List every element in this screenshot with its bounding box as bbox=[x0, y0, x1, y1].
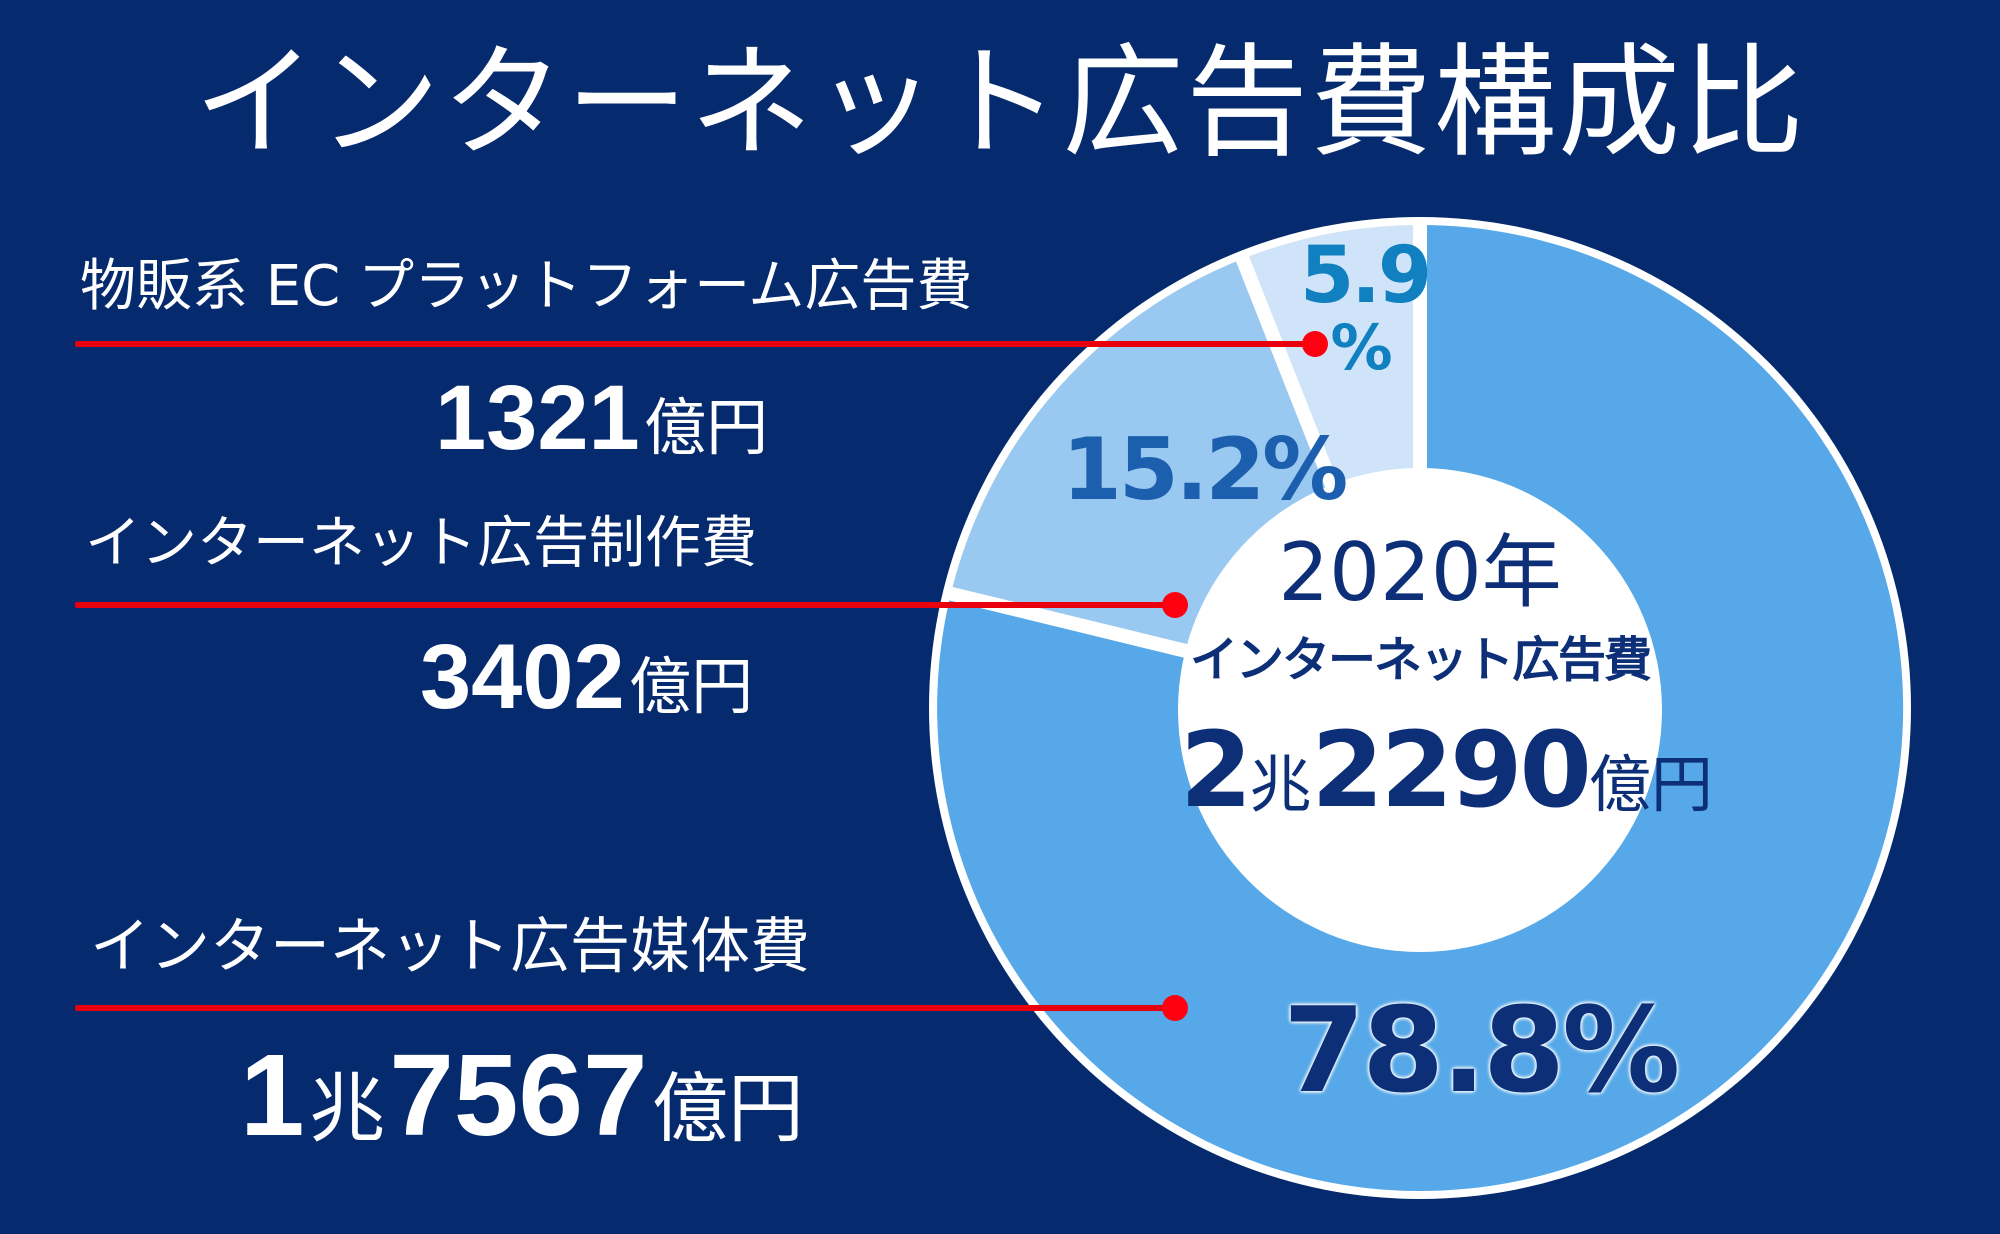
center-total-number: 2290 bbox=[1311, 709, 1591, 831]
value-media-trillion: 1 bbox=[240, 1030, 305, 1160]
value-media-trillion-unit: 兆 bbox=[308, 1067, 385, 1152]
center-total-trillion-unit: 兆 bbox=[1249, 748, 1312, 821]
value-ec-number: 1321 bbox=[435, 367, 640, 469]
value-media-number: 7567 bbox=[389, 1030, 648, 1160]
pct-label-media: 78.8% bbox=[1283, 981, 1680, 1119]
center-total: 2兆2290億円 bbox=[1180, 715, 1713, 856]
center-total-trillion: 2 bbox=[1180, 709, 1252, 831]
center-label: インターネット広告費 bbox=[1189, 632, 1652, 688]
pct-label-ec: 5.9 % bbox=[1300, 231, 1432, 384]
category-value-production: 3402 億円 bbox=[420, 627, 753, 754]
category-value-media: 1 兆 7567 億円 bbox=[240, 1030, 804, 1196]
category-label-production: インターネット広告制作費 bbox=[85, 511, 757, 576]
value-ec-unit: 億円 bbox=[644, 394, 769, 463]
category-value-ec: 1321 億円 bbox=[435, 368, 768, 495]
chart-title: インターネット広告費構成比 bbox=[194, 32, 1806, 174]
leader-dot-media bbox=[1162, 995, 1188, 1021]
value-production-unit: 億円 bbox=[629, 653, 754, 722]
category-label-ec: 物販系 EC プラットフォーム広告費 bbox=[80, 254, 973, 319]
leader-line-production bbox=[75, 602, 1175, 608]
pct-label-production: 15.2% bbox=[1062, 420, 1348, 520]
donut-center-hole bbox=[1178, 468, 1662, 952]
pct-ec-value: 5.9 bbox=[1300, 231, 1432, 321]
leader-line-media bbox=[75, 1005, 1175, 1011]
center-year: 2020年 bbox=[1278, 526, 1562, 619]
pct-ec-sign: % bbox=[1330, 311, 1392, 384]
leader-line-ec bbox=[75, 341, 1315, 347]
value-media-unit: 億円 bbox=[651, 1067, 804, 1152]
leader-dot-production bbox=[1162, 592, 1188, 618]
category-label-media: インターネット広告媒体費 bbox=[90, 912, 810, 982]
leader-dot-ec bbox=[1302, 331, 1328, 357]
value-production-number: 3402 bbox=[420, 626, 625, 728]
center-total-unit: 億円 bbox=[1588, 748, 1713, 821]
